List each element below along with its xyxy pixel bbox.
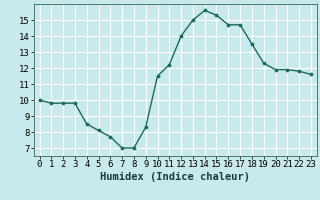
X-axis label: Humidex (Indice chaleur): Humidex (Indice chaleur) (100, 172, 250, 182)
